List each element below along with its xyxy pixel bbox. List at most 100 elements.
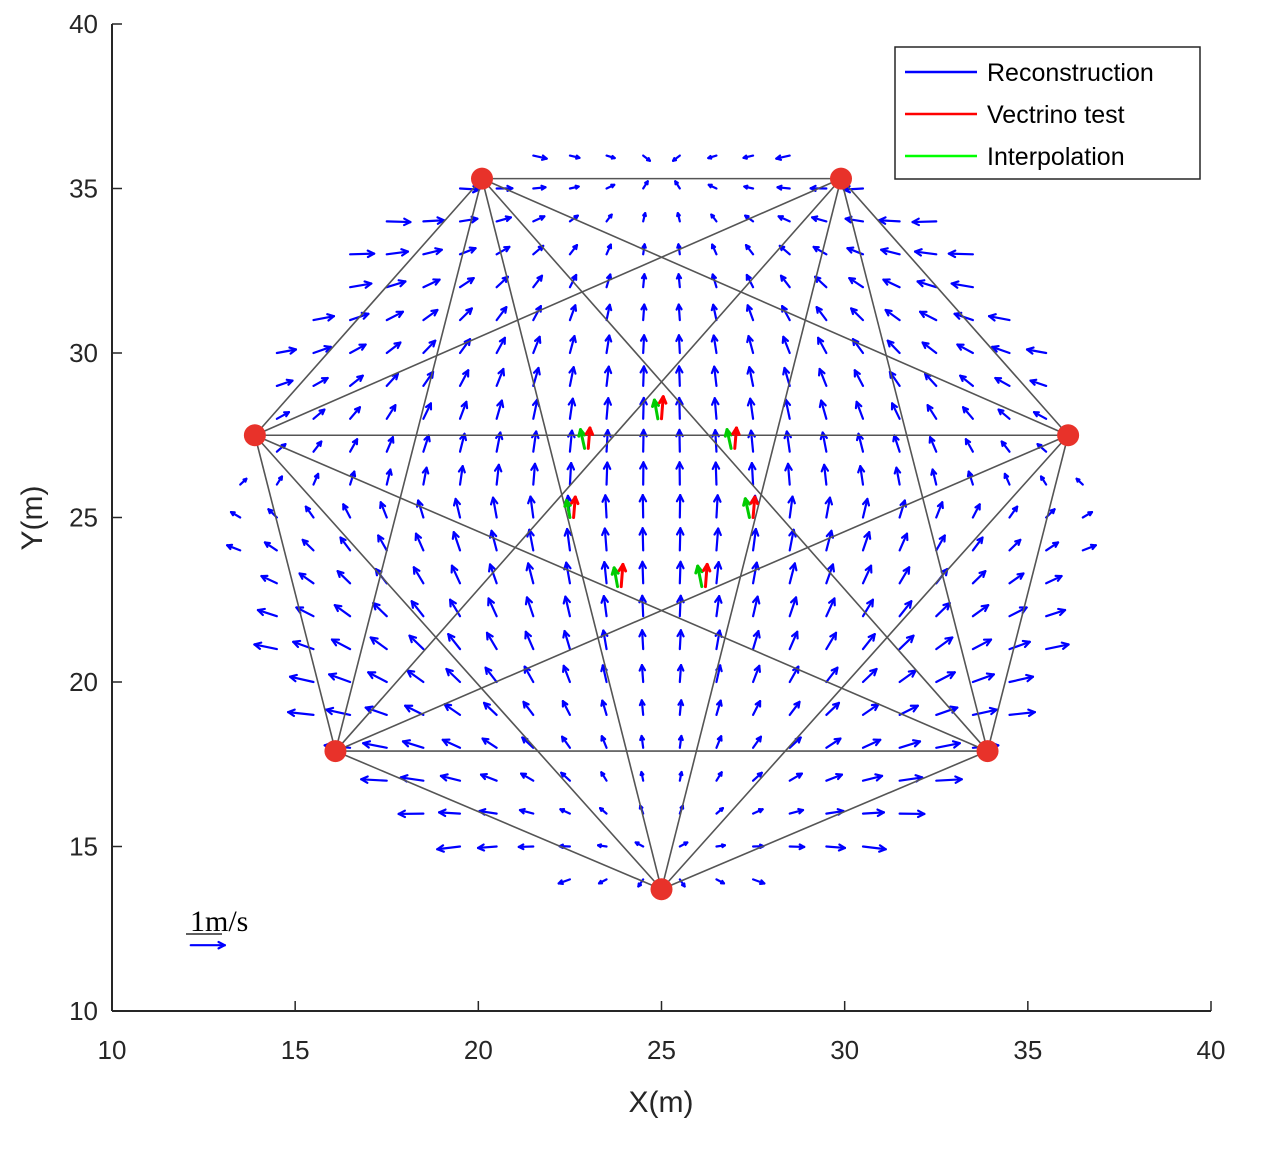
reconstruction-arrow <box>600 735 608 749</box>
reconstruction-arrow <box>495 367 506 387</box>
acoustic-paths <box>254 177 1069 891</box>
scale-reference: 1m/s <box>186 905 248 950</box>
reconstruction-arrow <box>861 844 887 853</box>
reconstruction-arrow <box>676 212 681 223</box>
reconstruction-arrow <box>779 274 791 289</box>
reconstruction-arrow <box>524 630 535 651</box>
reconstruction-arrow <box>861 808 885 818</box>
acoustic-path <box>840 178 989 752</box>
reconstruction-arrow <box>568 154 581 160</box>
reconstruction-arrow <box>438 808 462 818</box>
reconstruction-arrow <box>597 843 608 849</box>
reconstruction-arrow <box>971 638 993 651</box>
transducer-marker <box>976 740 999 763</box>
reconstruction-arrow <box>452 497 462 519</box>
reconstruction-arrow <box>489 496 499 519</box>
reconstruction-arrow <box>825 529 835 552</box>
reconstruction-arrow <box>638 629 647 651</box>
reconstruction-arrow <box>817 336 828 355</box>
reconstruction-arrow <box>715 735 723 749</box>
reconstruction-arrow <box>638 494 648 519</box>
reconstruction-arrow <box>229 511 242 519</box>
reconstruction-arrow <box>312 313 336 322</box>
reconstruction-arrow <box>788 630 799 651</box>
reconstruction-arrow <box>339 536 352 552</box>
reconstruction-arrow <box>372 602 388 618</box>
reconstruction-arrow <box>715 771 723 782</box>
reconstruction-arrow <box>1075 477 1084 486</box>
reconstruction-arrow <box>715 878 726 885</box>
reconstruction-arrow <box>713 527 722 552</box>
reconstruction-arrow <box>421 466 430 486</box>
reconstruction-arrow <box>788 772 803 782</box>
reconstruction-arrow <box>971 570 987 585</box>
reconstruction-arrow <box>1081 543 1097 552</box>
reconstruction-arrow <box>935 775 963 784</box>
y-tick-label: 20 <box>69 667 98 697</box>
reconstruction-arrow <box>676 629 685 651</box>
reconstruction-arrow <box>484 666 498 684</box>
transducer-marker <box>650 878 673 901</box>
reconstruction-arrow <box>854 400 865 420</box>
reconstruction-arrow <box>878 216 901 225</box>
reconstruction-arrow <box>746 397 756 420</box>
reconstruction-arrow <box>563 561 572 585</box>
x-tick-label: 10 <box>98 1035 127 1065</box>
acoustic-path <box>254 434 988 752</box>
reconstruction-arrow <box>349 343 367 355</box>
reconstruction-arrow <box>287 708 315 718</box>
reconstruction-arrow <box>1008 708 1036 718</box>
reconstruction-arrow <box>562 629 572 651</box>
reconstruction-arrow <box>422 434 431 453</box>
reconstruction-arrow <box>312 472 320 486</box>
reconstruction-arrow <box>605 303 613 322</box>
reconstruction-arrow <box>532 335 542 355</box>
reconstruction-arrow <box>495 399 505 420</box>
scale-label: 1m/s <box>190 905 248 938</box>
reconstruction-arrow <box>675 527 685 552</box>
reconstruction-arrow <box>312 408 326 420</box>
reconstruction-arrow <box>404 704 425 717</box>
reconstruction-arrow <box>966 470 974 486</box>
legend-label-reconstruction: Reconstruction <box>987 59 1154 87</box>
reconstruction-arrow <box>597 878 608 885</box>
reconstruction-arrow <box>487 597 498 618</box>
reconstruction-arrow <box>715 699 723 717</box>
reconstruction-arrow <box>911 217 938 227</box>
interpolation-arrow <box>563 499 572 519</box>
reconstruction-arrow <box>638 664 647 684</box>
reconstruction-arrow <box>367 671 388 684</box>
reconstruction-arrow <box>325 706 352 717</box>
reconstruction-arrow <box>600 629 609 651</box>
transducer-marker <box>243 424 266 447</box>
reconstruction-arrow <box>675 334 684 355</box>
reconstruction-arrow <box>991 344 1011 355</box>
reconstruction-arrow <box>707 154 718 160</box>
reconstruction-arrow <box>458 432 468 453</box>
reconstruction-arrow <box>861 738 882 749</box>
reconstruction-arrow <box>1008 572 1025 585</box>
reconstruction-arrow <box>825 701 841 717</box>
vectrino-arrow <box>702 562 712 589</box>
reconstruction-arrow <box>397 809 425 819</box>
reconstruction-arrow <box>349 470 357 486</box>
reconstruction-arrow <box>880 247 901 256</box>
reconstruction-arrow <box>751 771 763 782</box>
reconstruction-arrow <box>950 280 974 289</box>
reconstruction-arrow <box>850 307 865 322</box>
reconstruction-arrow <box>710 365 720 387</box>
reconstruction-arrow <box>476 843 498 852</box>
reconstruction-arrow <box>601 527 610 552</box>
reconstruction-arrow <box>882 278 901 289</box>
reconstruction-arrow <box>408 634 425 651</box>
x-tick-label: 40 <box>1197 1035 1226 1065</box>
reconstruction-arrow <box>675 494 685 519</box>
reconstruction-arrow <box>566 461 576 486</box>
reconstruction-arrow <box>711 461 721 486</box>
reconstruction-arrow <box>898 739 922 749</box>
reconstruction-arrow <box>1045 641 1070 651</box>
acoustic-path <box>254 435 337 752</box>
reconstruction-arrow <box>639 461 648 486</box>
reconstruction-arrow <box>713 494 722 519</box>
reconstruction-arrow <box>848 277 865 289</box>
